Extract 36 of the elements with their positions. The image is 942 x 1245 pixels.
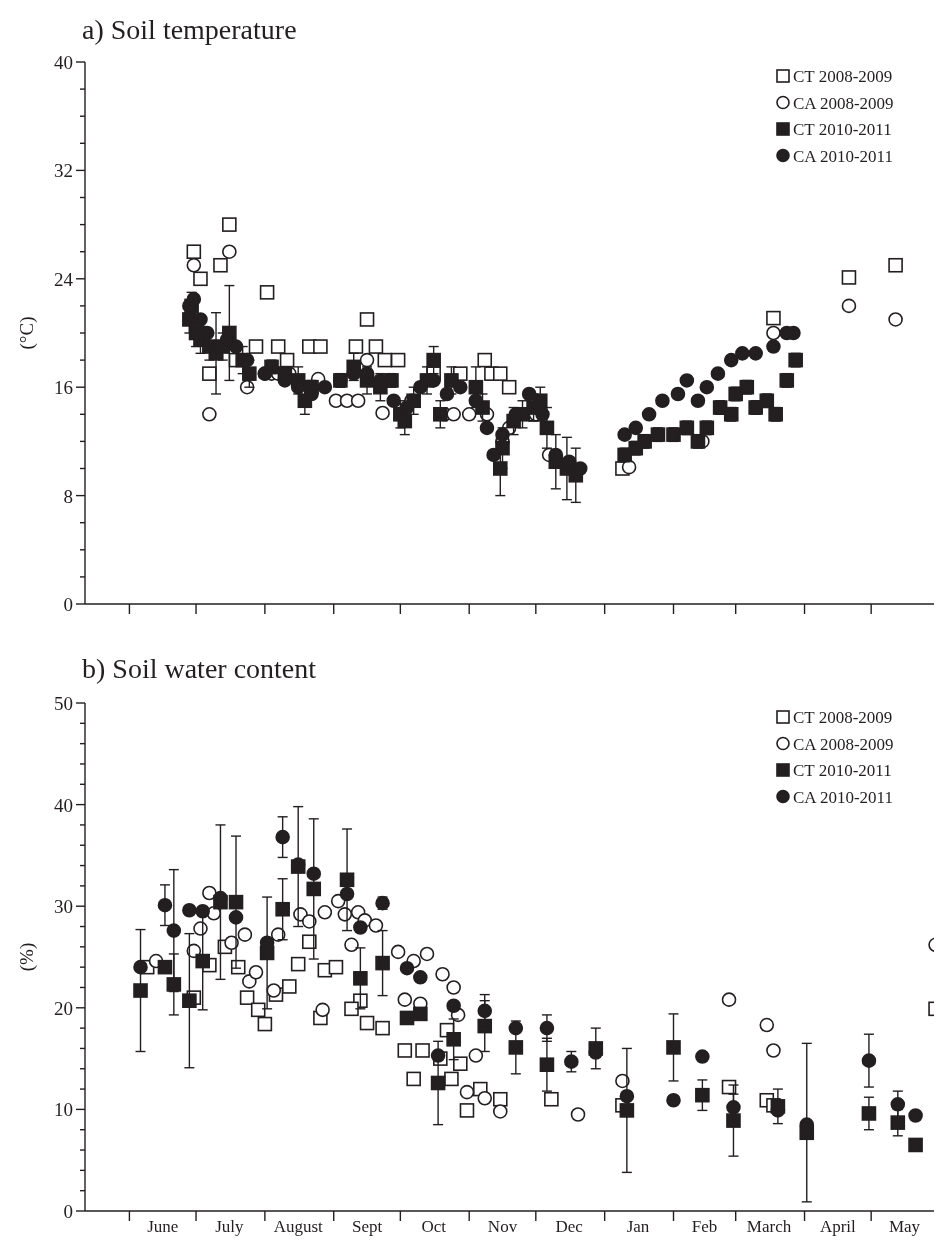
y-tick-label: 0	[63, 1201, 73, 1222]
x-tick-label: Feb	[691, 1217, 718, 1236]
x-tick-label: Sept	[351, 1217, 383, 1236]
x-tick-label: March	[746, 1217, 792, 1236]
x-tick-label: Dec	[555, 1217, 584, 1236]
x-tick-label: August	[273, 1217, 324, 1236]
x-tick-label: Nov	[487, 1217, 518, 1236]
y-tick-label: 16	[54, 377, 73, 399]
y-axis-title: (°C)	[16, 316, 38, 350]
chart-title: a) Soil temperature	[82, 14, 297, 45]
legend-label: CA 2008-2009	[793, 734, 894, 754]
legend-label: CA 2010-2011	[793, 787, 893, 807]
y-tick-label: 0	[63, 594, 73, 615]
y-tick-label: 40	[54, 52, 73, 73]
legend-label: CT 2008-2009	[793, 708, 893, 727]
y-tick-label: 20	[54, 997, 73, 1019]
y-tick-label: 24	[54, 268, 74, 290]
x-tick-label: May	[888, 1217, 921, 1236]
legend-label: CT 2008-2009	[793, 67, 893, 86]
x-tick-label: July	[215, 1217, 245, 1236]
chart-title: b) Soil water content	[82, 653, 317, 684]
y-tick-label: 50	[54, 693, 73, 714]
x-tick-label: Jan	[626, 1217, 650, 1236]
legend-label: CT 2010-2011	[793, 120, 892, 139]
y-tick-label: 10	[54, 1099, 73, 1121]
y-tick-label: 30	[54, 896, 73, 918]
y-tick-label: 8	[63, 485, 73, 507]
legend-label: CT 2010-2011	[793, 761, 892, 780]
legend-label: CA 2008-2009	[793, 93, 894, 113]
x-tick-label: Oct	[421, 1217, 447, 1236]
legend-label: CA 2010-2011	[793, 146, 893, 166]
y-tick-label: 32	[54, 160, 73, 182]
y-axis-title: (%)	[16, 942, 38, 972]
y-tick-label: 40	[54, 794, 73, 816]
x-tick-label: April	[819, 1217, 857, 1236]
x-tick-label: June	[147, 1217, 179, 1236]
